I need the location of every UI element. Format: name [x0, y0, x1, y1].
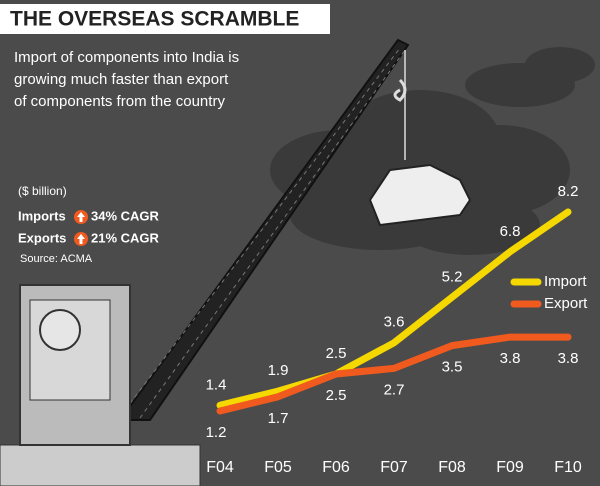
data-label: 3.8: [558, 350, 579, 367]
source: Source: ACMA: [20, 253, 93, 265]
note-label: Imports: [18, 208, 66, 223]
data-label: 6.8: [500, 223, 521, 240]
subtitle-line: Import of components into India is: [14, 49, 239, 66]
x-tick-label: F05: [264, 459, 292, 476]
x-tick-label: F08: [438, 459, 466, 476]
subtitle-line: growing much faster than export: [14, 71, 229, 88]
legend-label: Export: [544, 295, 588, 312]
data-label: 8.2: [558, 183, 579, 200]
subtitle-line: of components from the country: [14, 93, 225, 110]
x-tick-label: F07: [380, 459, 408, 476]
up-arrow: [77, 234, 85, 244]
x-tick-label: F09: [496, 459, 524, 476]
data-label: 3.6: [384, 314, 405, 331]
data-label: 2.5: [326, 345, 347, 362]
subtitle: Import of components into India is growi…: [14, 49, 239, 110]
x-tick-label: F06: [322, 459, 350, 476]
data-label: 1.2: [206, 424, 227, 441]
data-label: 1.7: [268, 410, 289, 427]
data-label: 2.5: [326, 387, 347, 404]
title-bar: [0, 4, 330, 34]
chart-title: THE OVERSEAS SCRAMBLE: [10, 8, 299, 31]
note-text: 34% CAGR: [91, 208, 160, 223]
data-label: 2.7: [384, 381, 405, 398]
x-tick-label: F04: [206, 459, 234, 476]
unit-note: ($ billion): [18, 184, 67, 198]
legend-label: Import: [544, 273, 587, 290]
data-label: 5.2: [442, 268, 463, 285]
up-arrow: [77, 212, 85, 222]
series-line: [216, 208, 572, 409]
data-label: 1.9: [268, 362, 289, 379]
note-label: Exports: [18, 230, 66, 245]
crane: [0, 38, 472, 486]
data-label: 3.5: [442, 359, 463, 376]
x-tick-label: F10: [554, 459, 582, 476]
note-text: 21% CAGR: [91, 230, 160, 245]
data-label: 3.8: [500, 350, 521, 367]
series-line: [216, 333, 572, 415]
data-label: 1.4: [206, 376, 227, 393]
